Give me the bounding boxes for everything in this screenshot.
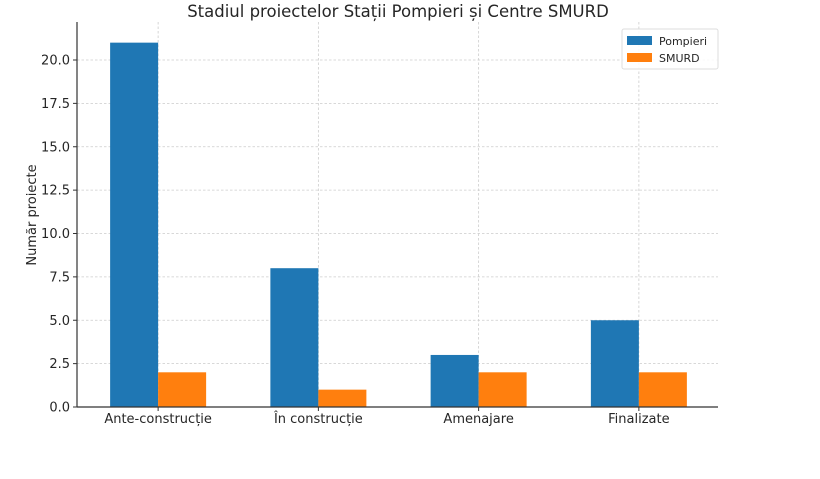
bar-smurd	[318, 389, 367, 407]
legend-label-pompieri: Pompieri	[659, 35, 707, 48]
chart-title: Stadiul proiectelor Stații Pompieri și C…	[187, 2, 609, 21]
bars	[110, 42, 687, 408]
axes	[76, 22, 718, 408]
bar-pompieri	[110, 42, 159, 408]
y-tick-label: 15.0	[41, 140, 70, 155]
legend: Pompieri SMURD	[621, 28, 719, 70]
y-tick-label: 10.0	[41, 227, 70, 242]
y-tick-label: 2.5	[49, 357, 70, 372]
y-tick-label: 20.0	[41, 54, 70, 69]
bar-smurd	[478, 372, 527, 407]
x-tick-label: Ante-construcție	[104, 412, 212, 427]
bar-smurd	[638, 372, 687, 407]
x-axis-ticks: Ante-construcție În construcție Amenajare F…	[104, 407, 670, 427]
y-axis-ticks: 0.0 2.5 5.0 7.5 10.0 12.5 15.0 17.5 20.0	[41, 54, 77, 416]
bar-pompieri	[590, 320, 639, 407]
legend-swatch-smurd	[627, 53, 652, 62]
y-axis-label: Număr proiecte	[25, 164, 40, 265]
x-tick-label: Finalizate	[608, 412, 669, 427]
legend-label-smurd: SMURD	[659, 52, 700, 65]
y-tick-label: 5.0	[49, 314, 70, 329]
y-tick-label: 7.5	[49, 270, 70, 285]
legend-swatch-pompieri	[627, 36, 652, 45]
bar-pompieri	[430, 354, 479, 407]
y-tick-label: 17.5	[41, 97, 70, 112]
y-tick-label: 0.0	[49, 401, 70, 416]
x-tick-label: În construcție	[273, 411, 363, 427]
y-tick-label: 12.5	[41, 184, 70, 199]
bar-smurd	[158, 372, 207, 407]
bar-pompieri	[270, 268, 319, 407]
x-tick-label: Amenajare	[443, 412, 513, 427]
